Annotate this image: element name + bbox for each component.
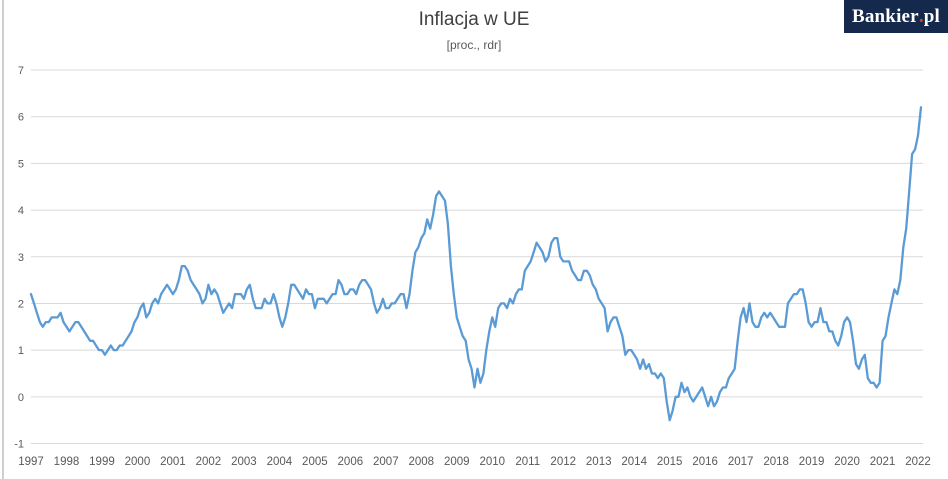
x-axis-tick-label: 2001 [160, 456, 186, 468]
x-axis-tick-label: 2010 [479, 456, 505, 468]
y-axis-tick-label: 3 [18, 252, 24, 264]
x-axis-tick-label: 2017 [728, 456, 754, 468]
chart-title: Inflacja w UE [418, 9, 530, 30]
y-axis-tick-label: 2 [18, 298, 24, 310]
inflation-series-line [29, 106, 923, 422]
x-axis-tick-label: 2008 [409, 456, 435, 468]
x-axis-tick-label: 2022 [905, 456, 931, 468]
y-axis-tick-label: 5 [18, 158, 24, 170]
y-axis-tick-label: 0 [18, 392, 24, 404]
x-axis-tick-label: 2020 [834, 456, 860, 468]
x-axis-tick-label: 2007 [373, 456, 399, 468]
y-axis-tick-label: -1 [14, 439, 24, 451]
y-axis-tick-label: 6 [18, 112, 24, 124]
bankier-logo-dot: . [918, 5, 924, 27]
x-axis-tick-label: 2014 [621, 456, 647, 468]
bankier-logo-suffix: pl [923, 5, 941, 27]
x-axis-tick-label: 2018 [763, 456, 789, 468]
x-axis-tick-label: 1999 [89, 456, 115, 468]
x-axis-tick-label: 2015 [657, 456, 683, 468]
y-axis-tick-label: 7 [18, 65, 24, 77]
x-axis-tick-label: 2003 [231, 456, 257, 468]
x-axis-tick-label: 2005 [302, 456, 328, 468]
x-axis-tick-label: 2013 [586, 456, 612, 468]
bankier-logo: Bankier. pl [844, 0, 948, 33]
x-axis-tick-label: 2000 [125, 456, 151, 468]
left-border-line [2, 0, 4, 479]
x-axis-tick-label: 2011 [515, 456, 540, 468]
x-axis-tick-label: 2019 [799, 456, 825, 468]
x-axis-tick-label: 1997 [18, 456, 44, 468]
x-axis-tick-label: 2006 [338, 456, 364, 468]
x-axis-tick-label: 2004 [267, 456, 293, 468]
x-axis-tick-label: 2002 [196, 456, 222, 468]
x-axis-tick-label: 2012 [550, 456, 576, 468]
bankier-logo-main: Bankier [851, 5, 919, 27]
x-axis-tick-label: 2021 [870, 456, 896, 468]
y-axis-tick-label: 4 [18, 205, 24, 217]
chart-subtitle: [proc., rdr] [446, 38, 502, 52]
x-axis-tick-label: 1998 [54, 456, 80, 468]
x-axis-tick-label: 2016 [692, 456, 718, 468]
y-axis-tick-label: 1 [18, 345, 24, 357]
x-axis-tick-label: 2009 [444, 456, 470, 468]
